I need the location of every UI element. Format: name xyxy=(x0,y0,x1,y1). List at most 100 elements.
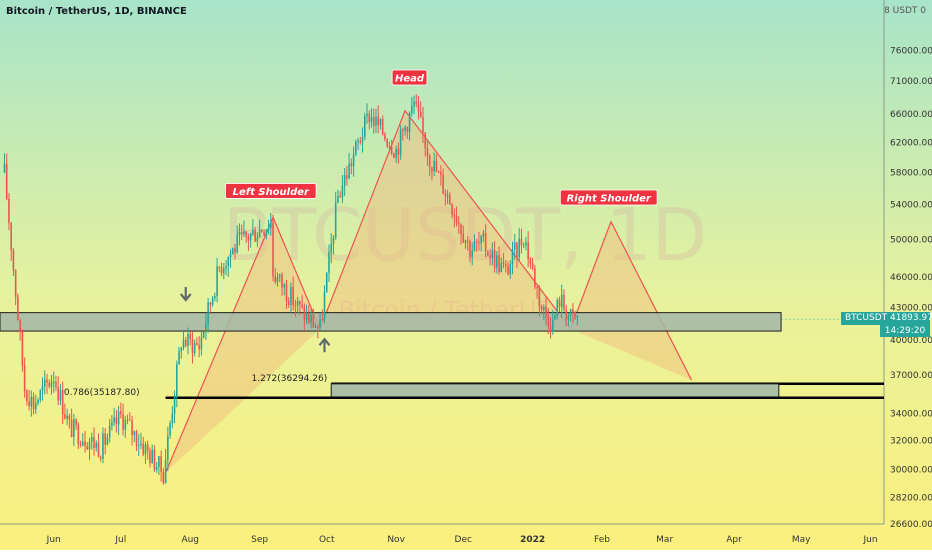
candle-body xyxy=(330,243,333,253)
candle-body xyxy=(325,272,328,292)
candle-body xyxy=(475,241,478,243)
candle-body xyxy=(402,129,404,131)
candle-body xyxy=(316,327,319,329)
candle-body xyxy=(19,320,21,332)
candle-body xyxy=(350,163,353,167)
candle-body xyxy=(446,195,449,197)
candle-body xyxy=(296,301,299,306)
candle-body xyxy=(504,264,507,266)
candle-body xyxy=(500,262,503,272)
candle-body xyxy=(560,294,563,308)
candle-body xyxy=(408,113,411,133)
candle-body xyxy=(126,419,129,421)
candle-body xyxy=(28,401,30,407)
candle-body xyxy=(482,233,485,237)
candle-body xyxy=(357,140,359,142)
candle-body xyxy=(379,119,382,125)
candle-body xyxy=(576,315,579,318)
candle-body xyxy=(30,397,33,407)
pattern-label-box xyxy=(559,189,658,206)
candle-body xyxy=(410,106,413,114)
candle-body xyxy=(545,306,547,316)
candle-body xyxy=(17,296,19,321)
pattern-label[interactable]: Left Shoulder xyxy=(225,183,317,199)
candle-body xyxy=(424,132,427,149)
candle-body xyxy=(26,390,28,402)
candle-body xyxy=(518,238,521,258)
candle-body xyxy=(489,255,491,259)
candle-body xyxy=(334,202,337,238)
candle-body xyxy=(312,315,315,328)
candle-body xyxy=(471,250,474,258)
right-shoulder-area xyxy=(570,221,692,381)
candle-body xyxy=(209,302,212,305)
candle-body xyxy=(198,344,200,350)
candle-body xyxy=(543,306,545,310)
candle-body xyxy=(572,309,574,313)
candle-body xyxy=(191,339,194,354)
candle-body xyxy=(274,276,277,282)
price-tick-label: 37000.00 xyxy=(890,371,932,381)
candle-body xyxy=(90,437,93,442)
candle-body xyxy=(84,441,86,447)
candle-body xyxy=(348,163,350,179)
candle-body xyxy=(238,232,241,235)
price-tick-label: 34000.00 xyxy=(890,409,932,419)
candle-body xyxy=(455,216,458,223)
candle-body xyxy=(245,231,247,237)
candle-body xyxy=(211,298,214,305)
candle-body xyxy=(46,379,48,383)
pattern-label-text: Left Shoulder xyxy=(233,187,310,198)
candle-body xyxy=(377,116,380,125)
target-zone[interactable] xyxy=(330,383,780,399)
candle-body xyxy=(200,337,203,350)
candle-body xyxy=(399,129,402,155)
candle-body xyxy=(431,167,433,172)
candle-body xyxy=(363,115,366,138)
price-tick-label: 66000.00 xyxy=(890,110,932,120)
candle-body xyxy=(457,222,460,225)
candle-body xyxy=(135,431,138,446)
pattern-label-box xyxy=(391,69,428,86)
candle-body xyxy=(487,251,489,256)
candle-body xyxy=(531,263,534,269)
price-tick-label: 62000.00 xyxy=(890,138,932,148)
candle-body xyxy=(43,379,46,387)
candle-body xyxy=(484,233,487,252)
time-tick-label: Aug xyxy=(181,535,199,545)
candle-body xyxy=(120,411,122,415)
candle-body xyxy=(464,240,467,243)
candle-body xyxy=(395,148,397,158)
candle-body xyxy=(294,305,297,307)
candle-body xyxy=(131,420,133,436)
candle-body xyxy=(359,140,362,143)
time-axis[interactable]: Jun Jul Aug Sep Oct Nov Dec 2022 Feb Mar Apr May Jun xyxy=(46,535,878,545)
candle-body xyxy=(12,250,15,271)
candle-body xyxy=(565,309,568,320)
candle-body xyxy=(406,127,409,133)
candle-body xyxy=(247,236,250,241)
candle-body xyxy=(276,276,279,282)
candle-body xyxy=(493,250,496,268)
candle-body xyxy=(283,284,286,288)
candle-body xyxy=(462,234,465,243)
candle-body xyxy=(122,414,124,430)
time-tick-label: Oct xyxy=(319,535,335,545)
candle-body xyxy=(278,274,281,277)
candle-body xyxy=(292,287,294,306)
candle-body xyxy=(442,174,444,194)
candle-body xyxy=(466,240,469,242)
neckline-zone[interactable] xyxy=(0,312,782,332)
candle-body xyxy=(281,274,283,288)
pattern-label-text: Right Shoulder xyxy=(567,193,652,204)
candle-body xyxy=(390,146,393,154)
pattern-label[interactable]: Head xyxy=(391,69,428,86)
pattern-label[interactable]: Right Shoulder xyxy=(559,189,658,206)
candle-body xyxy=(520,238,523,246)
candle-body xyxy=(129,419,131,421)
price-axis[interactable]: 76000.00 71000.00 66000.00 62000.00 58000.00… xyxy=(890,46,932,530)
candle-body xyxy=(299,301,301,305)
